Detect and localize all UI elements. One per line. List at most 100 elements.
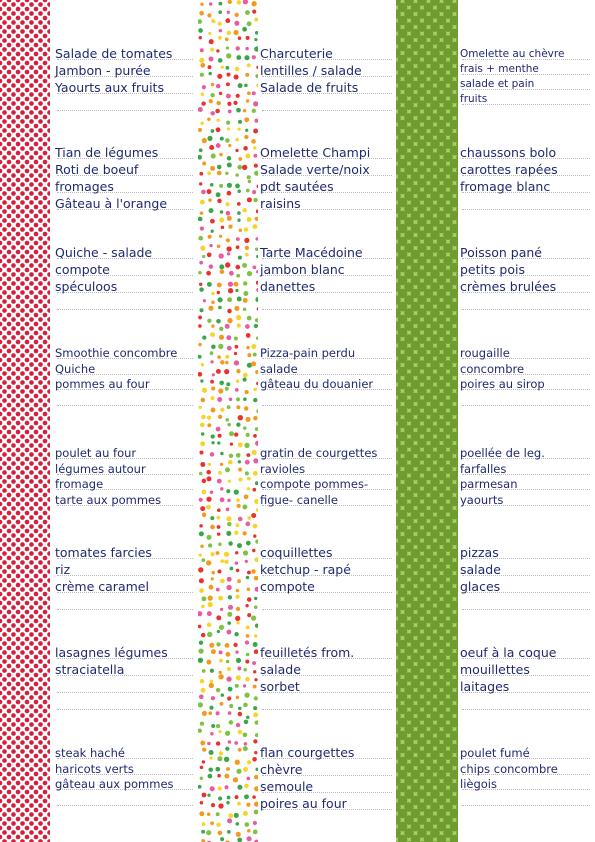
confetti-dot xyxy=(227,595,233,600)
confetti-dot xyxy=(245,676,250,682)
confetti-dot xyxy=(226,345,232,351)
confetti-dot xyxy=(220,360,225,365)
confetti-dot xyxy=(199,72,204,77)
confetti-dot xyxy=(227,317,233,324)
confetti-dot xyxy=(246,487,251,491)
confetti-dot xyxy=(235,722,241,728)
confetti-dot xyxy=(236,397,240,402)
menu-cell: oeuf à la coque mouillettes laitages xyxy=(460,645,590,710)
ruled-line xyxy=(57,258,193,259)
confetti-dot xyxy=(223,756,230,762)
ruled-line xyxy=(462,609,590,610)
confetti-dot xyxy=(209,679,214,684)
confetti-dot xyxy=(207,631,213,638)
confetti-dot xyxy=(216,49,220,53)
menu-cell: lasagnes légumes straciatella xyxy=(55,645,193,710)
confetti-dot xyxy=(210,434,215,439)
confetti-dot xyxy=(209,490,214,494)
confetti-dot xyxy=(210,552,215,557)
confetti-dot xyxy=(244,390,249,395)
menu-item: salade xyxy=(460,562,501,577)
confetti-dot xyxy=(253,649,258,655)
confetti-dot xyxy=(253,101,258,107)
confetti-dot xyxy=(215,192,221,198)
confetti-dot xyxy=(199,182,203,186)
confetti-dot xyxy=(245,540,251,546)
confetti-dot xyxy=(243,397,247,401)
menu-item: ravioles xyxy=(260,461,306,476)
menu-item: compote xyxy=(260,579,315,594)
confetti-dot xyxy=(208,749,214,756)
confetti-dot xyxy=(218,29,223,33)
confetti-dot xyxy=(237,415,243,421)
confetti-dot xyxy=(251,569,256,574)
confetti-dot xyxy=(225,238,230,243)
menu-cell: Tian de légumes Roti de boeuf fromages Gâte… xyxy=(55,145,193,211)
confetti-dot xyxy=(229,442,234,446)
confetti-dot xyxy=(255,296,258,303)
confetti-dot xyxy=(200,245,206,251)
confetti-dot xyxy=(253,706,258,711)
confetti-dot xyxy=(233,29,239,36)
ruled-line xyxy=(262,373,392,375)
confetti-dot xyxy=(206,830,212,836)
ruled-line xyxy=(462,558,590,559)
confetti-dot xyxy=(219,264,225,270)
confetti-dot xyxy=(218,10,222,14)
confetti-dot xyxy=(227,288,234,294)
confetti-dot xyxy=(201,85,206,90)
confetti-dot xyxy=(235,606,241,612)
confetti-dot xyxy=(198,784,202,789)
confetti-dot xyxy=(218,234,223,238)
confetti-dot xyxy=(238,477,243,482)
confetti-dot xyxy=(208,99,213,104)
confetti-dot xyxy=(254,37,258,42)
confetti-dot xyxy=(255,280,258,285)
confetti-dot xyxy=(235,657,242,663)
confetti-dot xyxy=(215,766,221,772)
confetti-dot xyxy=(225,659,230,664)
confetti-dot xyxy=(215,724,221,729)
confetti-dot xyxy=(215,741,221,746)
confetti-dot xyxy=(198,531,204,537)
confetti-dot xyxy=(235,264,241,270)
ruled-line xyxy=(57,358,193,359)
confetti-dot xyxy=(242,810,248,817)
confetti-dot xyxy=(227,604,234,610)
menu-column-1: Salade de tomates Jambon - purée Yaourts a… xyxy=(55,0,193,842)
confetti-dot xyxy=(246,715,250,719)
ruled-line xyxy=(262,709,392,710)
confetti-dot xyxy=(215,812,220,817)
confetti-dot xyxy=(209,668,215,673)
confetti-dot xyxy=(234,12,239,18)
confetti-dot xyxy=(218,751,224,756)
confetti-dot xyxy=(211,373,215,377)
confetti-dot xyxy=(209,642,215,648)
confetti-dot xyxy=(198,127,203,133)
confetti-dot xyxy=(215,551,220,555)
menu-item: poires au four xyxy=(260,796,347,811)
confetti-dot xyxy=(244,117,250,123)
confetti-dot xyxy=(200,441,206,447)
confetti-dot xyxy=(237,442,243,448)
confetti-dot xyxy=(244,471,249,476)
confetti-dot xyxy=(208,208,214,214)
confetti-dot xyxy=(236,314,242,321)
menu-cell: poulet au four légumes autour fromage tarte… xyxy=(55,445,193,507)
ruled-line xyxy=(262,458,392,459)
menu-item: danettes xyxy=(260,279,316,294)
confetti-dot xyxy=(253,712,258,718)
confetti-dot xyxy=(244,459,250,465)
confetti-dot xyxy=(233,642,238,648)
confetti-dot xyxy=(243,742,248,746)
confetti-dot xyxy=(242,377,247,382)
confetti-dot xyxy=(227,686,233,692)
menu-item: ketchup - rapé xyxy=(260,562,351,577)
ruled-line xyxy=(462,489,590,490)
confetti-dot xyxy=(232,777,239,783)
confetti-dot xyxy=(216,318,221,324)
confetti-dot xyxy=(227,818,233,824)
confetti-dots-graphic xyxy=(198,0,258,842)
ruled-line xyxy=(262,192,392,193)
confetti-dot xyxy=(211,344,216,350)
